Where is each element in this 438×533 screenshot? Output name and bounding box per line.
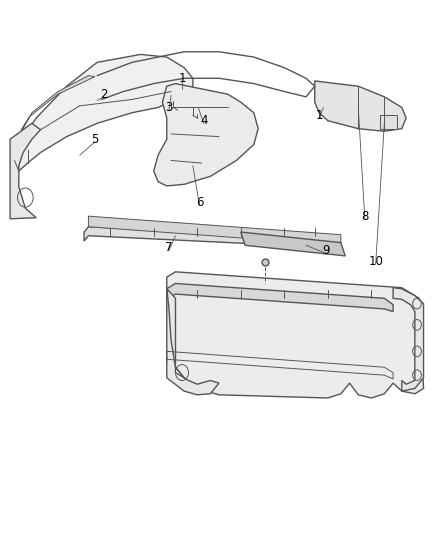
Polygon shape [167,272,424,398]
Polygon shape [88,216,341,245]
Text: 8: 8 [361,209,368,223]
Polygon shape [154,84,258,186]
Text: 1: 1 [315,109,323,122]
Text: 10: 10 [368,255,383,268]
Text: 3: 3 [165,101,173,114]
Polygon shape [184,103,199,113]
Polygon shape [167,284,393,312]
Text: 4: 4 [200,114,208,127]
Polygon shape [321,97,360,118]
Text: 5: 5 [91,133,99,146]
Polygon shape [21,76,95,130]
Text: 1: 1 [178,72,186,85]
Polygon shape [84,227,341,253]
Text: 6: 6 [196,196,203,209]
Text: 7: 7 [165,241,173,254]
Polygon shape [167,289,219,395]
Polygon shape [315,81,406,131]
Polygon shape [393,288,424,391]
Polygon shape [167,93,182,101]
Bar [380,115,397,128]
Polygon shape [10,123,41,219]
Polygon shape [241,232,345,256]
Text: 9: 9 [322,244,329,257]
Text: 2: 2 [100,87,107,101]
Polygon shape [14,54,193,171]
